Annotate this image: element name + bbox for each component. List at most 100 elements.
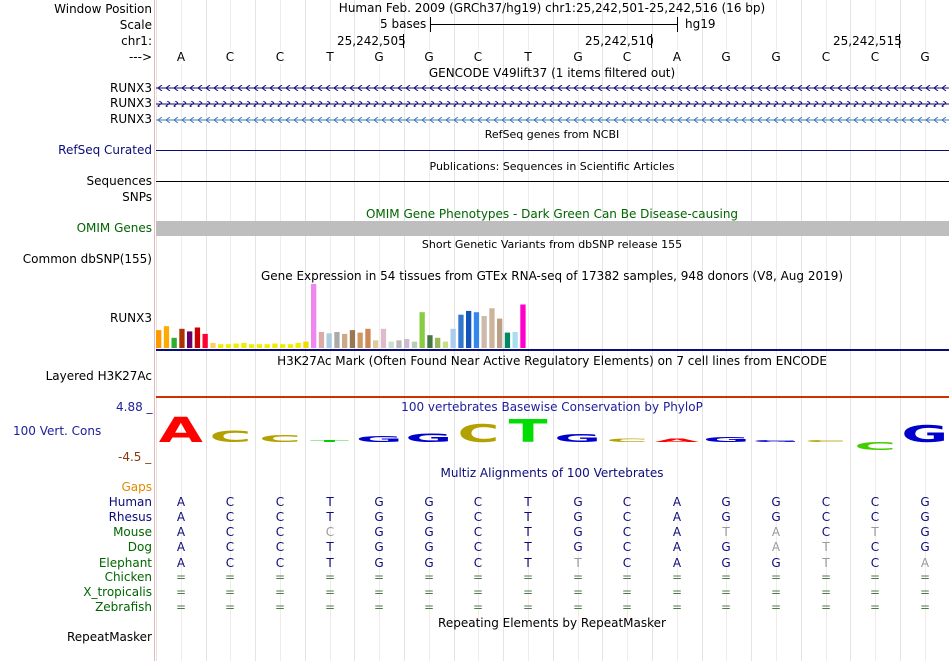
publications-line[interactable] bbox=[156, 181, 949, 182]
multiz-aligned-base: = bbox=[820, 585, 832, 599]
gtex-tissue-bar[interactable] bbox=[473, 312, 480, 348]
omim-track-title[interactable]: OMIM Gene Phenotypes - Dark Green Can Be… bbox=[365, 207, 739, 221]
dbsnp-track-title[interactable]: Short Genetic Variants from dbSNP releas… bbox=[421, 238, 683, 251]
gtex-tissue-bar[interactable] bbox=[435, 337, 441, 348]
multiz-aligned-base: C bbox=[225, 525, 235, 539]
multiz-track-title[interactable]: Multiz Alignments of 100 Vertebrates bbox=[440, 466, 664, 480]
gtex-tissue-bar[interactable] bbox=[481, 316, 487, 348]
repeatmasker-track-title[interactable]: Repeating Elements by RepeatMasker bbox=[438, 616, 666, 630]
publications-track-title[interactable]: Publications: Sequences in Scientific Ar… bbox=[429, 160, 675, 173]
conservation-base-letter: T bbox=[509, 414, 549, 449]
gtex-baseline bbox=[156, 349, 949, 351]
omim-phenotype-bar[interactable] bbox=[156, 221, 949, 236]
gtex-tissue-bar[interactable] bbox=[241, 342, 247, 348]
gtex-tissue-bar[interactable] bbox=[295, 342, 301, 348]
gtex-track-label[interactable]: RUNX3 bbox=[110, 311, 152, 325]
gtex-tissue-bar[interactable] bbox=[504, 332, 511, 348]
gtex-tissue-bar[interactable] bbox=[458, 314, 464, 348]
gtex-tissue-bar[interactable] bbox=[489, 308, 495, 348]
publications-track-label[interactable]: Sequences bbox=[86, 174, 152, 188]
gtex-tissue-bar[interactable] bbox=[179, 328, 185, 348]
omim-track-label[interactable]: OMIM Genes bbox=[76, 221, 152, 235]
gtex-tissue-bar[interactable] bbox=[202, 333, 208, 348]
conservation-track-title[interactable]: 100 vertebrates Basewise Conservation by… bbox=[401, 400, 703, 414]
ruler-base: T bbox=[322, 50, 338, 64]
base-guide-line bbox=[652, 0, 653, 661]
multiz-aligned-base: G bbox=[920, 525, 930, 539]
gtex-tissue-bar[interactable] bbox=[303, 341, 309, 348]
gtex-bar-chart[interactable] bbox=[156, 284, 949, 350]
gtex-tissue-bar[interactable] bbox=[411, 341, 418, 348]
refseq-track-label[interactable]: RefSeq Curated bbox=[58, 143, 152, 157]
multiz-aligned-base: C bbox=[473, 556, 483, 570]
refseq-gene-line[interactable] bbox=[156, 150, 949, 151]
gtex-tissue-bar[interactable] bbox=[442, 341, 449, 348]
gtex-tissue-bar[interactable] bbox=[466, 310, 472, 348]
gtex-tissue-bar[interactable] bbox=[156, 330, 162, 348]
gtex-tissue-bar[interactable] bbox=[520, 304, 526, 349]
gtex-tissue-bar[interactable] bbox=[342, 333, 348, 348]
gencode-gene-label-3[interactable]: RUNX3 bbox=[110, 112, 152, 126]
gtex-tissue-bar[interactable] bbox=[404, 339, 410, 348]
gtex-tissue-bar[interactable] bbox=[380, 328, 387, 348]
multiz-aligned-base: A bbox=[672, 556, 682, 570]
conservation-base-letter: A bbox=[159, 414, 204, 451]
assembly-position-text[interactable]: Human Feb. 2009 (GRCh37/hg19) chr1:25,24… bbox=[338, 1, 766, 15]
multiz-aligned-base: G bbox=[573, 525, 583, 539]
gtex-tissue-bar[interactable] bbox=[264, 344, 270, 348]
conservation-track-label[interactable]: 100 Vert. Cons bbox=[13, 424, 102, 438]
gtex-track-title[interactable]: Gene Expression in 54 tissues from GTEx … bbox=[260, 269, 844, 283]
gtex-tissue-bar[interactable] bbox=[218, 344, 224, 348]
gtex-tissue-bar[interactable] bbox=[334, 332, 340, 348]
gtex-tissue-bar[interactable] bbox=[373, 340, 379, 348]
gtex-tissue-bar[interactable] bbox=[249, 344, 255, 348]
gtex-tissue-bar[interactable] bbox=[497, 318, 503, 348]
base-guide-line bbox=[503, 0, 504, 661]
gtex-tissue-bar[interactable] bbox=[388, 341, 394, 348]
gtex-tissue-bar[interactable] bbox=[365, 328, 371, 348]
multiz-aligned-base: C bbox=[870, 510, 880, 524]
multiz-aligned-base: G bbox=[374, 510, 384, 524]
gtex-tissue-bar[interactable] bbox=[256, 344, 263, 348]
gtex-tissue-bar[interactable] bbox=[326, 333, 332, 348]
multiz-aligned-base: A bbox=[672, 495, 682, 509]
gtex-tissue-bar[interactable] bbox=[280, 344, 286, 348]
gtex-tissue-bar[interactable] bbox=[287, 344, 294, 348]
gtex-tissue-bar[interactable] bbox=[225, 344, 232, 348]
multiz-species-label: Chicken bbox=[104, 570, 152, 584]
conservation-ymax-label: 4.88 _ bbox=[116, 400, 153, 414]
gtex-tissue-bar[interactable] bbox=[311, 284, 317, 348]
ruler-base: G bbox=[371, 50, 387, 64]
gtex-tissue-bar[interactable] bbox=[210, 342, 216, 348]
gencode-gene-models[interactable] bbox=[156, 80, 949, 128]
gencode-gene-label-2[interactable]: RUNX3 bbox=[110, 96, 152, 110]
repeatmasker-track-label[interactable]: RepeatMasker bbox=[66, 630, 152, 644]
multiz-aligned-base: = bbox=[770, 585, 782, 599]
gtex-tissue-bar[interactable] bbox=[187, 331, 193, 348]
gtex-tissue-bar[interactable] bbox=[318, 332, 325, 348]
multiz-aligned-base: C bbox=[473, 525, 483, 539]
gtex-tissue-bar[interactable] bbox=[450, 328, 456, 348]
gtex-tissue-bar[interactable] bbox=[171, 337, 177, 348]
gtex-tissue-bar[interactable] bbox=[396, 340, 402, 348]
gtex-tissue-bar[interactable] bbox=[272, 343, 278, 349]
gtex-tissue-bar[interactable] bbox=[163, 326, 170, 348]
h3k27ac-track-label[interactable]: Layered H3K27Ac bbox=[45, 369, 152, 383]
conservation-base-letter: C bbox=[854, 440, 896, 453]
base-guide-line bbox=[404, 0, 405, 661]
gtex-tissue-bar[interactable] bbox=[357, 332, 363, 348]
gtex-tissue-bar[interactable] bbox=[194, 327, 201, 349]
refseq-track-title[interactable]: RefSeq genes from NCBI bbox=[484, 128, 620, 141]
gtex-tissue-bar[interactable] bbox=[233, 343, 239, 349]
gtex-tissue-bar[interactable] bbox=[427, 335, 433, 348]
gencode-gene-label-1[interactable]: RUNX3 bbox=[110, 81, 152, 95]
gtex-tissue-bar[interactable] bbox=[419, 312, 425, 348]
gencode-track-title[interactable]: GENCODE V49lift37 (1 items filtered out) bbox=[428, 66, 676, 80]
snps-track-label[interactable]: SNPs bbox=[122, 190, 152, 204]
gtex-tissue-bar[interactable] bbox=[349, 330, 356, 348]
multiz-aligned-base: = bbox=[175, 570, 187, 584]
h3k27ac-track-title[interactable]: H3K27Ac Mark (Often Found Near Active Re… bbox=[277, 354, 827, 368]
gtex-tissue-bar[interactable] bbox=[512, 332, 518, 348]
dbsnp-track-label[interactable]: Common dbSNP(155) bbox=[22, 252, 152, 266]
